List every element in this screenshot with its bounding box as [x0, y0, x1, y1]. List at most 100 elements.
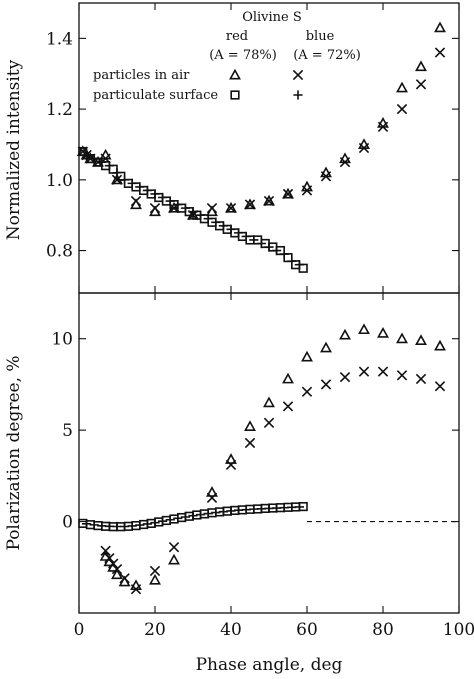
panel1-series3-plus-point-10 — [158, 516, 168, 526]
panel0-series1-x-point-18 — [358, 142, 370, 154]
legend-marker-plus-1-1 — [293, 90, 303, 100]
panel0-ytick-label-3: 1.4 — [46, 29, 73, 49]
panel0-series3-plus-point-3 — [104, 161, 114, 171]
xtick-label-3: 60 — [296, 620, 318, 640]
legend-row-particles-in-air: particles in air — [93, 68, 190, 83]
panel1-series1-x-point-19 — [415, 373, 427, 385]
panel1-series0-triangle-point-9 — [225, 453, 237, 464]
legend-row-particulate-surface: particulate surface — [93, 88, 218, 103]
xtick-label-5: 100 — [443, 620, 474, 640]
panel1-ytick-label-0: 0 — [62, 513, 73, 533]
panel1-series3-plus-point-28 — [294, 502, 304, 512]
panel1-series1-x-point-11 — [263, 417, 275, 428]
legend-col-blue-line1: blue — [306, 29, 335, 44]
panel1-ytick-label-2: 10 — [51, 330, 73, 350]
panel1-series3-plus-point-9 — [150, 518, 160, 528]
panel1-series1-x-point-17 — [377, 366, 389, 377]
panel0-series0-triangle-point-21 — [415, 60, 427, 72]
panel1-series3-plus-point-16 — [203, 508, 213, 519]
panel0-series0-triangle-point-11 — [225, 201, 237, 213]
panel1-series3-plus-point-1 — [89, 520, 99, 530]
panel0-series3-plus-point-14 — [188, 207, 198, 217]
panel1-series1-x-point-7 — [168, 542, 180, 553]
panel1-series1-x-point-6 — [149, 565, 161, 577]
panel0-series3-plus-point-27 — [287, 256, 297, 266]
panel1-series1-x-point-2 — [108, 558, 119, 569]
panel0-series1-x-point-22 — [434, 47, 446, 58]
panel1-series0-triangle-point-6 — [149, 573, 161, 585]
panel0-series3-plus-point-11 — [165, 196, 175, 206]
panel0-series1-x-point-12 — [244, 199, 256, 210]
legend-col-red-line2: (A = 78%) — [209, 48, 277, 63]
panel1-series1-x-point-5 — [130, 584, 142, 595]
panel0-series3-plus-point-18 — [218, 221, 228, 231]
panel0-series0-triangle-point-14 — [282, 187, 294, 199]
legend-marker-x-0-1 — [292, 69, 304, 81]
panel1-series0-triangle-point-13 — [301, 350, 313, 362]
panel0-series1-x-point-13 — [263, 195, 275, 207]
panel0-series1-x-point-20 — [396, 103, 408, 115]
panel0-series3-plus-point-8 — [142, 185, 152, 196]
xtick-label-4: 80 — [372, 620, 394, 640]
panel0-series3-plus-point-25 — [272, 245, 282, 256]
panel0-ytick-label-1: 1.0 — [46, 171, 73, 191]
panel1-series1-x-point-14 — [320, 379, 332, 390]
panel1-ytick-label-1: 5 — [62, 421, 73, 441]
panel0-series1-x-point-19 — [377, 121, 389, 132]
panel0-series1-x-point-15 — [301, 185, 313, 196]
panel1-series1-x-point-16 — [358, 366, 370, 377]
panel0-series1-x-point-7 — [149, 202, 161, 214]
panel1-series3-plus-point-15 — [196, 510, 206, 520]
panel1-series0-triangle-point-8 — [206, 486, 218, 497]
panel0-series0-triangle-point-12 — [244, 198, 256, 210]
panel0-series2-square-point-4 — [108, 164, 118, 174]
panel0-series3-plus-point-5 — [120, 175, 130, 185]
panel0-series3-plus-point-23 — [256, 238, 266, 249]
panel1-series3-plus-point-0 — [82, 519, 92, 529]
panel0-series3-plus-point-16 — [203, 214, 213, 224]
panel0-series2-square-point-29 — [298, 263, 308, 273]
panel1-series1-x-point-15 — [339, 371, 351, 383]
bottom-panel-frame — [78, 292, 460, 614]
panel0-series0-triangle-point-20 — [396, 81, 408, 93]
panel0-series3-plus-point-21 — [241, 231, 251, 242]
top-y-axis-title: Normalized intensity — [4, 59, 24, 240]
panel1-series1-x-point-3 — [111, 563, 123, 575]
legend-title: Olivine S — [242, 10, 302, 25]
panel1-series1-x-point-12 — [282, 401, 294, 412]
panel0-series3-plus-point-4 — [112, 168, 122, 178]
panel0-series3-plus-point-1 — [89, 154, 99, 164]
panel1-series3-plus-point-13 — [180, 512, 190, 522]
panel0-series2-square-point-27 — [283, 253, 293, 263]
panel1-series0-triangle-point-16 — [358, 323, 370, 335]
panel0-series1-x-point-21 — [415, 79, 427, 90]
panel1-series0-triangle-point-20 — [434, 339, 446, 351]
panel1-series0-triangle-point-17 — [377, 326, 389, 338]
panel1-series0-triangle-point-7 — [168, 553, 180, 565]
panel1-series0-triangle-point-15 — [339, 328, 351, 340]
panel0-series3-plus-point-7 — [135, 182, 145, 192]
panel0-series3-plus-point-13 — [180, 203, 190, 213]
panel1-series1-x-point-4 — [119, 573, 130, 584]
panel0-series1-x-point-11 — [225, 202, 237, 214]
panel0-series3-plus-point-9 — [150, 189, 160, 199]
panel1-series0-triangle-point-11 — [263, 396, 275, 408]
x-axis-title: Phase angle, deg — [196, 655, 343, 675]
panel1-series1-x-point-0 — [100, 545, 111, 556]
panel0-series3-plus-point-20 — [234, 228, 244, 238]
panel0-series1-x-point-16 — [320, 171, 332, 182]
panel1-series3-plus-point-7 — [135, 520, 145, 530]
panel1-series1-x-point-13 — [301, 386, 313, 397]
panel1-series3-plus-point-11 — [165, 515, 175, 525]
bottom-y-axis-title: Polarization degree, % — [4, 355, 24, 550]
panel0-ytick-label-0: 0.8 — [46, 242, 73, 262]
panel0-series0-triangle-point-13 — [263, 194, 275, 206]
panel0-series3-plus-point-6 — [127, 178, 137, 188]
panel1-series1-x-point-8 — [206, 492, 218, 503]
panel0-series3-plus-point-0 — [82, 150, 92, 160]
xtick-label-0: 0 — [74, 620, 85, 640]
panel1-series1-x-point-18 — [396, 370, 408, 381]
panel1-series0-triangle-point-10 — [244, 420, 256, 431]
